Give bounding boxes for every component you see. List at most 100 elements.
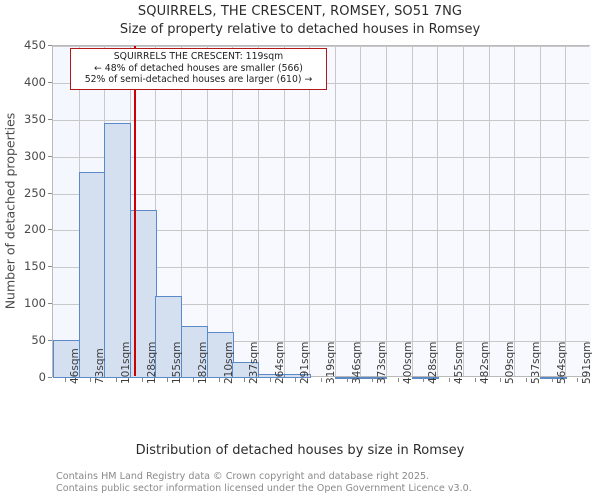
gridline-horizontal: [53, 267, 589, 269]
footer-line-1: Contains HM Land Registry data © Crown c…: [56, 471, 430, 482]
x-tick-mark: [552, 378, 553, 382]
x-tick-mark: [347, 378, 348, 382]
property-annotation-box: SQUIRRELS THE CRESCENT: 119sqm ← 48% of …: [70, 48, 327, 90]
footer-line-2: Contains public sector information licen…: [56, 482, 472, 494]
x-tick-label: 319sqm: [325, 341, 337, 384]
annotation-larger: 52% of semi-detached houses are larger (…: [84, 74, 313, 85]
gridline-vertical: [181, 46, 182, 376]
y-axis-title-label: Number of detached properties: [2, 112, 18, 310]
x-tick-mark: [244, 378, 245, 382]
gridline-vertical: [463, 46, 464, 376]
y-axis-title: Number of detached properties: [2, 45, 18, 377]
y-tick-mark: [48, 340, 52, 342]
x-tick-label: 210sqm: [222, 341, 235, 384]
gridline-vertical: [258, 46, 259, 376]
y-tick-label: 350: [24, 111, 46, 126]
y-tick-mark: [48, 303, 52, 305]
x-tick-label: 182sqm: [196, 341, 209, 384]
gridline-vertical: [386, 46, 387, 376]
bar: [412, 376, 439, 379]
x-tick-label: 155sqm: [171, 341, 184, 384]
y-tick-label: 0: [38, 370, 46, 384]
gridline-vertical: [284, 46, 285, 376]
y-tick-label: 450: [24, 38, 46, 52]
x-tick-label: 455sqm: [453, 341, 466, 384]
y-tick-label: 400: [24, 74, 46, 89]
bar: [232, 361, 259, 378]
x-tick-label: 509sqm: [504, 341, 517, 384]
gridline-horizontal: [53, 46, 589, 47]
x-tick-mark: [193, 378, 194, 382]
y-tick-label: 150: [24, 259, 46, 274]
y-tick-mark: [48, 229, 52, 231]
x-tick-mark: [526, 378, 527, 382]
gridline-vertical: [412, 46, 413, 376]
x-tick-label: 537sqm: [529, 341, 542, 384]
gridline-vertical: [232, 46, 233, 376]
chart-subtitle: Size of property relative to detached ho…: [119, 22, 481, 37]
y-tick-label: 250: [24, 185, 46, 200]
bar: [79, 172, 106, 378]
x-tick-mark: [90, 378, 91, 382]
gridline-horizontal: [53, 304, 589, 306]
chart-title: SQUIRRELS, THE CRESCENT, ROMSEY, SO51 7N…: [137, 4, 463, 19]
y-tick-mark: [48, 118, 52, 120]
x-tick-mark: [577, 378, 578, 382]
x-tick-mark: [321, 378, 322, 382]
gridline-vertical: [514, 46, 515, 376]
bar: [104, 123, 131, 378]
y-tick-label: 50: [31, 333, 46, 348]
gridline-vertical: [360, 46, 361, 376]
x-tick-mark: [167, 378, 168, 382]
x-tick-label: 346sqm: [350, 341, 363, 384]
y-tick-mark: [48, 45, 52, 46]
gridline-vertical: [540, 46, 541, 376]
gridline-vertical: [335, 46, 336, 376]
bar: [207, 331, 234, 378]
x-tick-mark: [372, 378, 373, 382]
x-tick-label: 482sqm: [478, 341, 491, 384]
x-tick-label: 400sqm: [401, 341, 414, 384]
x-tick-mark: [423, 378, 424, 382]
x-tick-label: 591sqm: [581, 341, 594, 384]
x-tick-mark: [398, 378, 399, 382]
gridline-horizontal: [53, 193, 589, 195]
bar: [284, 373, 311, 378]
x-tick-label: 128sqm: [145, 341, 158, 384]
x-tick-mark: [475, 378, 476, 382]
x-axis-title: Distribution of detached houses by size …: [135, 443, 465, 458]
x-tick-mark: [65, 378, 66, 382]
y-tick-mark: [48, 81, 52, 83]
annotation-smaller: ← 48% of detached houses are smaller (56…: [94, 62, 303, 74]
gridline-horizontal: [53, 119, 589, 121]
x-tick-label: 291sqm: [299, 341, 312, 384]
y-tick-label: 200: [24, 222, 46, 237]
bar: [540, 376, 567, 379]
gridline-vertical: [565, 46, 566, 376]
gridline-vertical: [489, 46, 490, 376]
x-tick-label: 373sqm: [376, 341, 389, 384]
plot-area: [52, 45, 591, 379]
y-tick-mark: [48, 155, 52, 157]
x-tick-mark: [500, 378, 501, 382]
x-tick-label: 237sqm: [248, 341, 261, 384]
annotation-title: SQUIRRELS THE CRESCENT: 119sqm: [113, 51, 284, 62]
x-tick-label: 73sqm: [94, 348, 107, 384]
gridline-horizontal: [53, 341, 589, 343]
x-tick-mark: [295, 378, 296, 382]
gridline-vertical: [309, 46, 310, 376]
footer-attribution: Contains HM Land Registry data © Crown c…: [56, 471, 596, 494]
bar: [360, 376, 387, 379]
x-tick-label: 564sqm: [555, 341, 568, 384]
gridline-horizontal: [53, 230, 589, 232]
gridline-vertical: [207, 46, 208, 376]
x-tick-label: 46sqm: [68, 348, 81, 384]
gridline-vertical: [437, 46, 438, 376]
bar: [155, 296, 182, 378]
y-tick-mark: [48, 377, 52, 378]
x-tick-label: 101sqm: [120, 341, 133, 384]
x-tick-mark: [449, 378, 450, 382]
x-tick-label: 428sqm: [427, 341, 440, 384]
x-tick-mark: [219, 378, 220, 382]
